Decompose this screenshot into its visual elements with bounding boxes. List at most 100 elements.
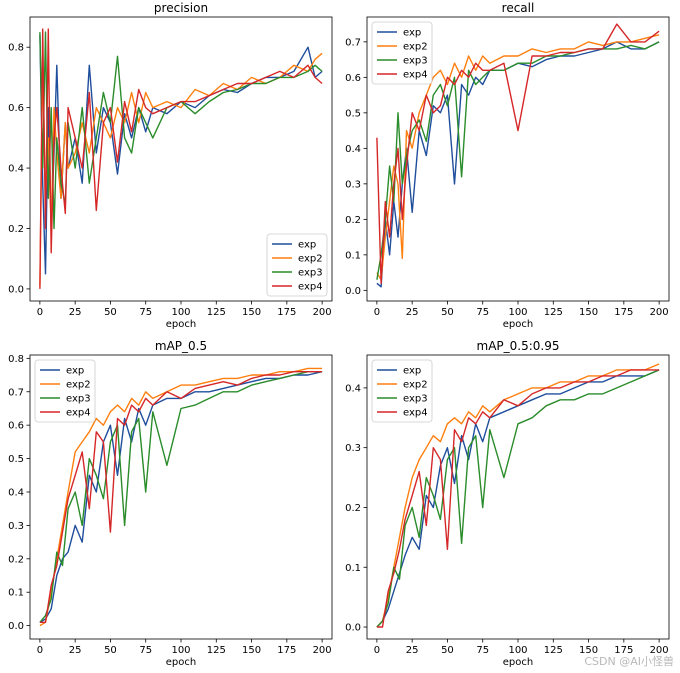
legend: exp exp2 exp3 exp4 [371,21,433,85]
chart-title: recall [502,1,535,15]
y-tick-label: 0.8 [8,354,24,365]
series-line-exp2 [376,363,660,628]
y-tick-label: 0.3 [345,443,361,454]
x-tick-label: 125 [544,307,563,318]
x-tick-label: 25 [69,307,82,318]
x-tick-label: 125 [544,645,563,656]
x-tick-label: 25 [69,645,82,656]
y-tick-label: 0.2 [8,224,24,235]
legend-box [371,21,433,85]
y-tick-label: 0.3 [345,179,361,190]
x-tick-label: 75 [476,645,489,656]
series-line-exp4 [39,371,323,623]
y-tick-label: 0.0 [345,286,361,297]
y-tick-label: 0.6 [345,73,361,84]
series-line-exp4 [376,23,660,284]
series-line-exp3 [39,371,323,623]
series-line-exp2 [39,52,323,286]
legend: exp exp2 exp3 exp4 [34,359,96,423]
legend-label-exp: exp [403,366,421,377]
x-axis-label: epoch [166,657,196,668]
series-group [39,367,323,627]
legend-label-exp4: exp4 [66,408,91,419]
series-group [39,28,323,289]
y-tick-label: 0.4 [8,487,24,498]
x-tick-label: 200 [650,645,669,656]
x-axis-label: epoch [166,319,196,330]
x-axis-label: epoch [503,657,533,668]
y-tick-label: 0.4 [345,144,361,155]
x-tick-label: 175 [614,307,633,318]
x-tick-label: 175 [277,645,296,656]
y-tick-label: 0.8 [8,43,24,54]
x-tick-label: 125 [207,645,226,656]
watermark: CSDN @AI小怪兽 [584,655,674,668]
series-line-exp4 [39,28,323,289]
legend-label-exp: exp [298,240,316,251]
legend-label-exp2: exp2 [403,42,428,53]
legend-label-exp3: exp3 [403,394,428,405]
x-tick-label: 150 [579,645,598,656]
x-tick-label: 175 [277,307,296,318]
series-group [376,23,660,288]
x-tick-label: 0 [37,645,43,656]
y-tick-label: 0.0 [345,623,361,634]
legend-label-exp4: exp4 [298,282,323,293]
series-line-exp4 [376,369,660,628]
legend-label-exp3: exp3 [66,394,91,405]
chart-panel-2: recall 0 25 50 75 100 125 150 175 200 0.0 0.1 0.2 0.3… [345,1,670,330]
y-tick-label: 0.1 [8,588,24,599]
x-tick-label: 150 [242,645,261,656]
series-line-exp [376,41,660,288]
legend-box [34,359,96,423]
x-tick-label: 75 [476,307,489,318]
chart-title: mAP_0.5 [155,339,207,353]
x-tick-label: 175 [614,645,633,656]
x-tick-label: 0 [374,307,380,318]
series-line-exp2 [39,367,323,627]
chart-panel-4: mAP_0.5:0.95 0 25 50 75 100 125 150 175 200 0.0 0.1… [345,339,670,668]
x-tick-label: 100 [171,307,190,318]
y-tick-label: 0.3 [8,521,24,532]
legend-label-exp2: exp2 [403,380,428,391]
legend-label-exp: exp [403,28,421,39]
chart-panel-3: mAP_0.5 0 25 50 75 100 125 150 175 200 0.0 0.1 0.2 0.… [8,339,333,668]
x-tick-label: 25 [406,307,419,318]
series-line-exp3 [376,369,660,628]
x-tick-label: 50 [441,307,454,318]
x-tick-label: 150 [579,307,598,318]
x-tick-label: 50 [104,645,117,656]
y-tick-label: 0.6 [8,421,24,432]
legend-label-exp3: exp3 [403,56,428,67]
y-tick-label: 0.6 [8,103,24,114]
x-tick-label: 50 [441,645,454,656]
x-tick-label: 50 [104,307,117,318]
y-tick-label: 0.0 [8,621,24,632]
x-tick-label: 25 [406,645,419,656]
y-tick-label: 0.7 [345,37,361,48]
x-tick-label: 100 [508,645,527,656]
legend-label-exp2: exp2 [66,380,91,391]
chart-title: mAP_0.5:0.95 [477,339,560,353]
y-tick-label: 0.4 [8,164,24,175]
x-tick-label: 200 [313,645,332,656]
legend-label-exp4: exp4 [403,408,428,419]
x-tick-label: 150 [242,307,261,318]
y-tick-label: 0.2 [345,503,361,514]
y-tick-label: 0.4 [345,383,361,394]
legend: exp exp2 exp3 exp4 [371,359,433,423]
y-tick-label: 0.1 [345,250,361,261]
x-tick-label: 200 [650,307,669,318]
series-group [376,363,660,628]
legend-label-exp3: exp3 [298,268,323,279]
x-tick-label: 75 [139,307,152,318]
chart-panel-1: precision 0 25 50 75 100 125 150 175 200 0.0 0.2 0.4… [8,1,333,330]
legend-label-exp2: exp2 [298,254,323,265]
y-tick-label: 0.0 [8,284,24,295]
y-tick-label: 0.2 [345,215,361,226]
x-tick-label: 0 [374,645,380,656]
legend-label-exp: exp [66,366,84,377]
chart-title: precision [154,1,208,15]
x-axis-label: epoch [503,319,533,330]
legend: exp exp2 exp3 exp4 [266,233,328,297]
